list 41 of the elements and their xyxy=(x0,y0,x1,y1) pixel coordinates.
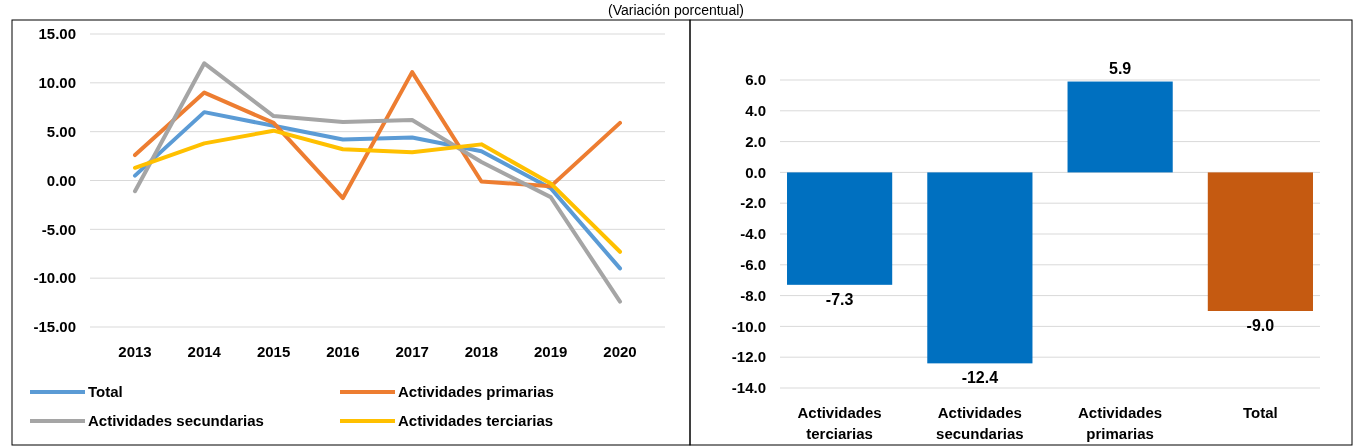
line-series xyxy=(133,110,622,271)
line-series xyxy=(133,70,622,201)
y-tick-label: -4.0 xyxy=(740,225,766,243)
x-tick-label: 2016 xyxy=(326,343,360,360)
x-tick-label: Actividades secundarias xyxy=(936,404,1024,442)
y-tick-label: -12.0 xyxy=(731,348,766,366)
x-tick-label: Actividades primarias xyxy=(1078,404,1163,442)
y-tick-label: -10.00 xyxy=(33,269,76,287)
y-tick-label: 0.00 xyxy=(46,171,76,189)
y-tick-label: 5.00 xyxy=(46,122,76,140)
y-tick-label: -6.0 xyxy=(740,256,766,274)
y-tick-label: -5.00 xyxy=(41,220,76,238)
x-tick-label: Total xyxy=(1243,404,1278,421)
y-tick-label: 2.0 xyxy=(745,132,766,150)
x-tick-label: 2018 xyxy=(464,343,499,360)
y-tick-label: -10.0 xyxy=(731,317,766,335)
x-tick-label: 2014 xyxy=(187,343,222,360)
legend-label: Total xyxy=(88,383,123,401)
x-tick-label: Actividades terciarias xyxy=(797,404,882,442)
data-label: -7.3 xyxy=(825,290,854,308)
data-label: -12.4 xyxy=(961,369,999,387)
y-tick-label: -8.0 xyxy=(740,286,766,304)
y-tick-label: -14.0 xyxy=(731,379,766,397)
x-tick-label: 2017 xyxy=(395,343,429,360)
line-series xyxy=(133,128,622,254)
y-tick-label: 0.0 xyxy=(745,163,766,181)
x-tick-label: 2019 xyxy=(534,343,568,360)
x-tick-label: 2015 xyxy=(256,343,291,360)
y-tick-label: 10.00 xyxy=(38,74,76,92)
y-tick-label: 4.0 xyxy=(745,102,766,120)
y-tick-label: -15.00 xyxy=(33,318,76,336)
legend-label: Actividades primarias xyxy=(398,383,554,401)
y-tick-label: 15.00 xyxy=(38,25,76,43)
line-series xyxy=(133,61,622,304)
data-label: 5.9 xyxy=(1109,59,1132,77)
data-label: -9.0 xyxy=(1246,317,1275,334)
y-tick-label: -2.0 xyxy=(740,194,766,212)
x-tick-label: 2013 xyxy=(118,343,152,360)
x-tick-label: 2020 xyxy=(603,343,637,360)
chart-title: (Variación porcentual) xyxy=(608,2,744,18)
y-tick-label: 6.0 xyxy=(745,71,766,89)
